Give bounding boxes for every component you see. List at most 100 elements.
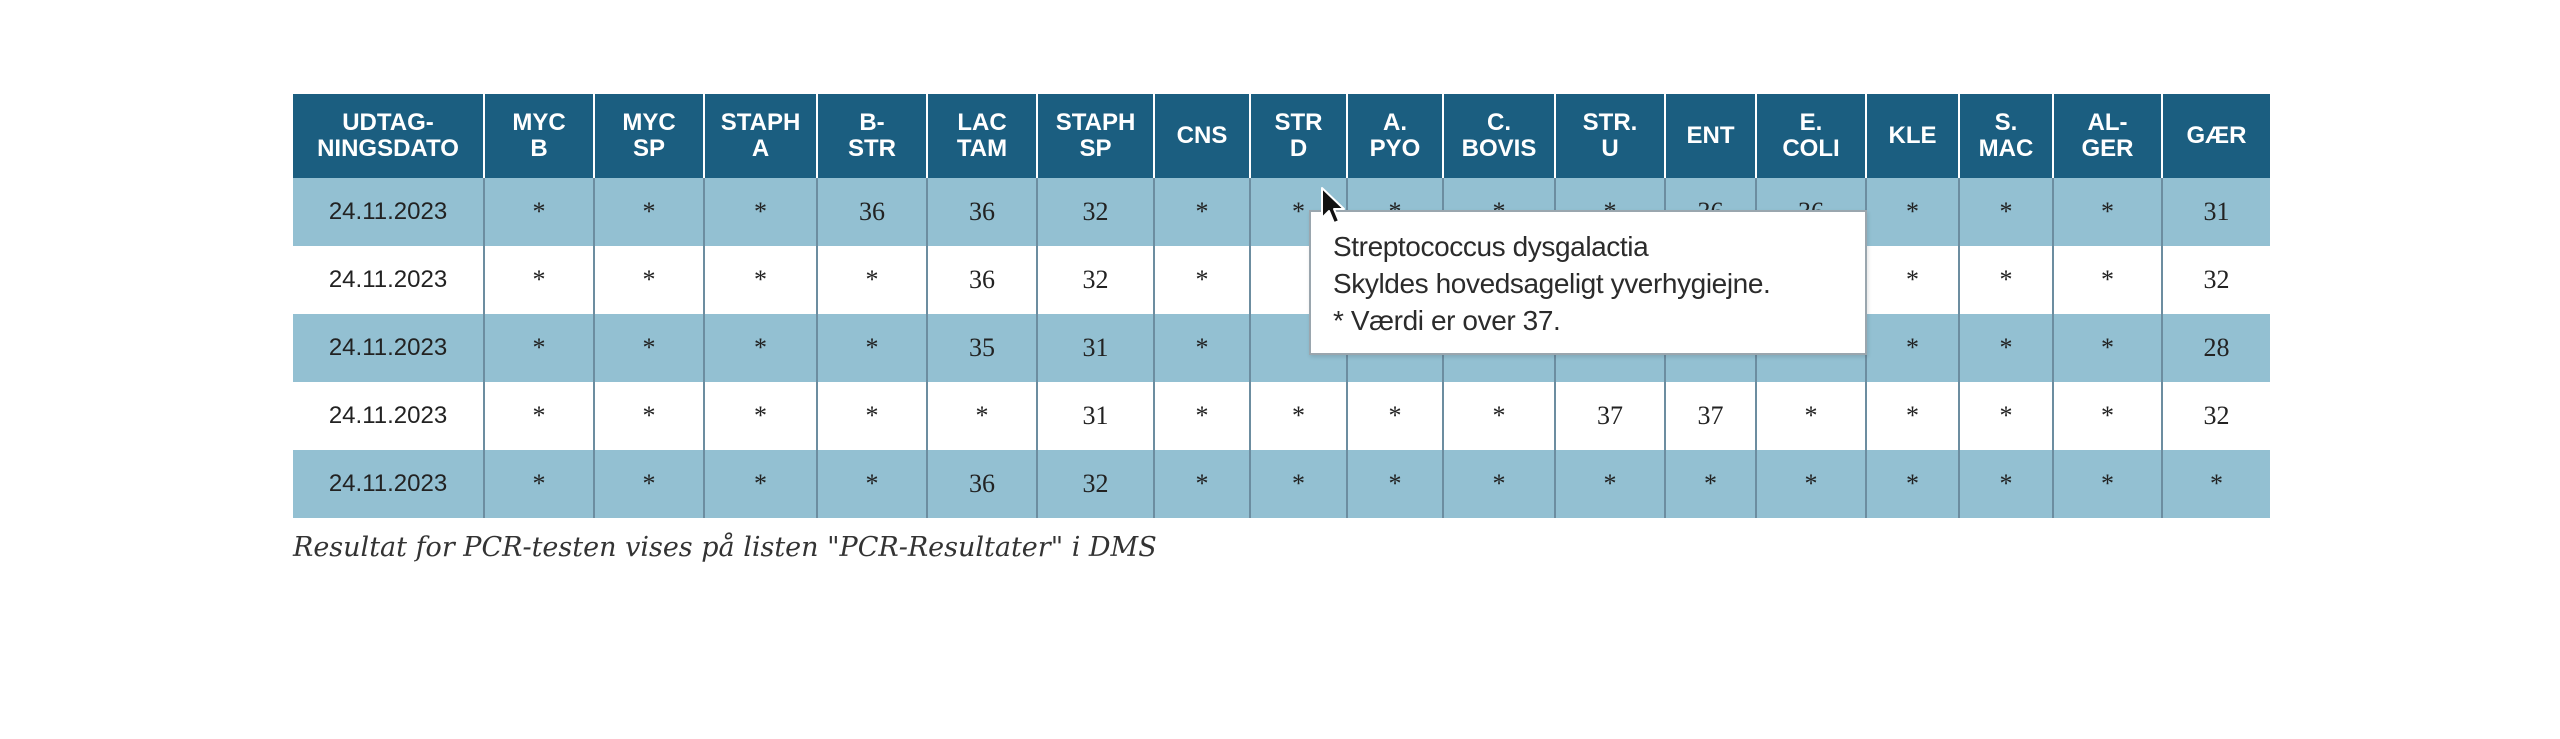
table-cell: * [1866,450,1960,518]
table-cell: * [817,382,928,450]
table-cell: 31 [1037,382,1155,450]
table-cell: * [927,382,1038,450]
table-cell: * [1665,450,1757,518]
date-cell: 24.11.2023 [293,450,485,518]
table-cell: * [594,246,705,314]
table-cell: * [1154,246,1251,314]
table-cell: 37 [1555,382,1666,450]
table-cell: * [1866,178,1960,246]
column-header[interactable]: MYC B [484,94,595,178]
column-header[interactable]: UDTAG- NINGSDATO [293,94,485,178]
table-cell: * [1154,382,1251,450]
table-cell: * [1250,450,1348,518]
column-header[interactable]: STAPH A [704,94,818,178]
pcr-footnote: Resultat for PCR-testen vises på listen … [293,532,1157,563]
column-header[interactable]: STR D [1250,94,1348,178]
table-cell: * [1959,178,2054,246]
table-cell: * [594,178,705,246]
table-cell: * [2053,246,2163,314]
table-cell: 32 [2162,246,2270,314]
table-cell: * [1347,450,1444,518]
table-cell: 37 [1665,382,1757,450]
table-cell: 36 [927,246,1038,314]
date-cell: 24.11.2023 [293,246,485,314]
table-cell: 36 [927,178,1038,246]
table-cell: * [2053,450,2163,518]
column-header[interactable]: S. MAC [1959,94,2054,178]
table-cell: * [817,450,928,518]
table-cell: * [1154,314,1251,382]
table-cell: * [1555,450,1666,518]
table-cell: * [594,382,705,450]
table-row: 24.11.2023 * * * * * 31 * * * * 37 37 * … [293,382,2270,450]
table-row: 24.11.2023 * * * 36 36 32 * * * * * 36 3… [293,178,2270,246]
table-cell: * [1959,450,2054,518]
column-header[interactable]: A. PYO [1347,94,1444,178]
table-cell: * [1959,382,2054,450]
table-cell: * [484,246,595,314]
table-cell: * [2053,382,2163,450]
table-cell: * [484,382,595,450]
table-cell: * [2053,178,2163,246]
table-cell: * [484,450,595,518]
date-cell: 24.11.2023 [293,382,485,450]
table-cell: 36 [817,178,928,246]
column-header[interactable]: LAC TAM [927,94,1038,178]
table-row: 24.11.2023 * * * * 35 31 * * * * 28 [293,314,2270,382]
table-cell: 32 [1037,246,1155,314]
table-cell: * [1866,382,1960,450]
tooltip-line: * Værdi er over 37. [1333,305,1561,336]
tooltip-line: Skyldes hovedsageligt yverhygiejne. [1333,268,1771,299]
table-cell: 28 [2162,314,2270,382]
column-header[interactable]: C. BOVIS [1443,94,1556,178]
date-cell: 24.11.2023 [293,314,485,382]
table-cell: * [1756,382,1867,450]
table-header-row: UDTAG- NINGSDATO MYC B MYC SP STAPH A B-… [293,94,2270,178]
tooltip-line: Streptococcus dysgalactia [1333,231,1649,262]
table-cell: * [484,178,595,246]
table-cell: * [1959,246,2054,314]
str-d-tooltip: Streptococcus dysgalactia Skyldes hoveds… [1309,210,1867,355]
table-cell: 31 [1037,314,1155,382]
table-cell: * [484,314,595,382]
column-header[interactable]: STAPH SP [1037,94,1155,178]
column-header[interactable]: B- STR [817,94,928,178]
column-header[interactable]: CNS [1154,94,1251,178]
column-header[interactable]: AL- GER [2053,94,2163,178]
table-cell: * [704,314,818,382]
table-cell: * [1866,314,1960,382]
table-cell: * [1347,382,1444,450]
table-cell: * [594,314,705,382]
table-row: 24.11.2023 * * * * 36 32 * * * * * * * *… [293,450,2270,518]
table-cell: * [704,382,818,450]
table-cell: * [1756,450,1867,518]
table-cell: * [2162,450,2270,518]
table-cell: 35 [927,314,1038,382]
table-cell: * [1443,450,1556,518]
column-header[interactable]: GÆR [2162,94,2270,178]
date-cell: 24.11.2023 [293,178,485,246]
table-cell: * [704,246,818,314]
column-header[interactable]: ENT [1665,94,1757,178]
results-table: UDTAG- NINGSDATO MYC B MYC SP STAPH A B-… [293,94,2270,518]
table-cell: 31 [2162,178,2270,246]
table-cell: * [2053,314,2163,382]
table-cell: * [704,178,818,246]
table-cell: * [1154,178,1251,246]
column-header[interactable]: MYC SP [594,94,705,178]
table-cell: 32 [1037,178,1155,246]
column-header[interactable]: E. COLI [1756,94,1867,178]
table-cell: * [704,450,818,518]
column-header[interactable]: KLE [1866,94,1960,178]
column-header[interactable]: STR. U [1555,94,1666,178]
table-body: 24.11.2023 * * * 36 36 32 * * * * * 36 3… [293,178,2270,518]
mouse-pointer-icon [1321,187,1345,224]
table-cell: 36 [927,450,1038,518]
table-cell: * [817,314,928,382]
table-row: 24.11.2023 * * * * 36 32 * * * * 32 [293,246,2270,314]
table-cell: * [594,450,705,518]
table-cell: 32 [2162,382,2270,450]
table-cell: * [1250,382,1348,450]
table-cell: * [1866,246,1960,314]
table-cell: * [1443,382,1556,450]
